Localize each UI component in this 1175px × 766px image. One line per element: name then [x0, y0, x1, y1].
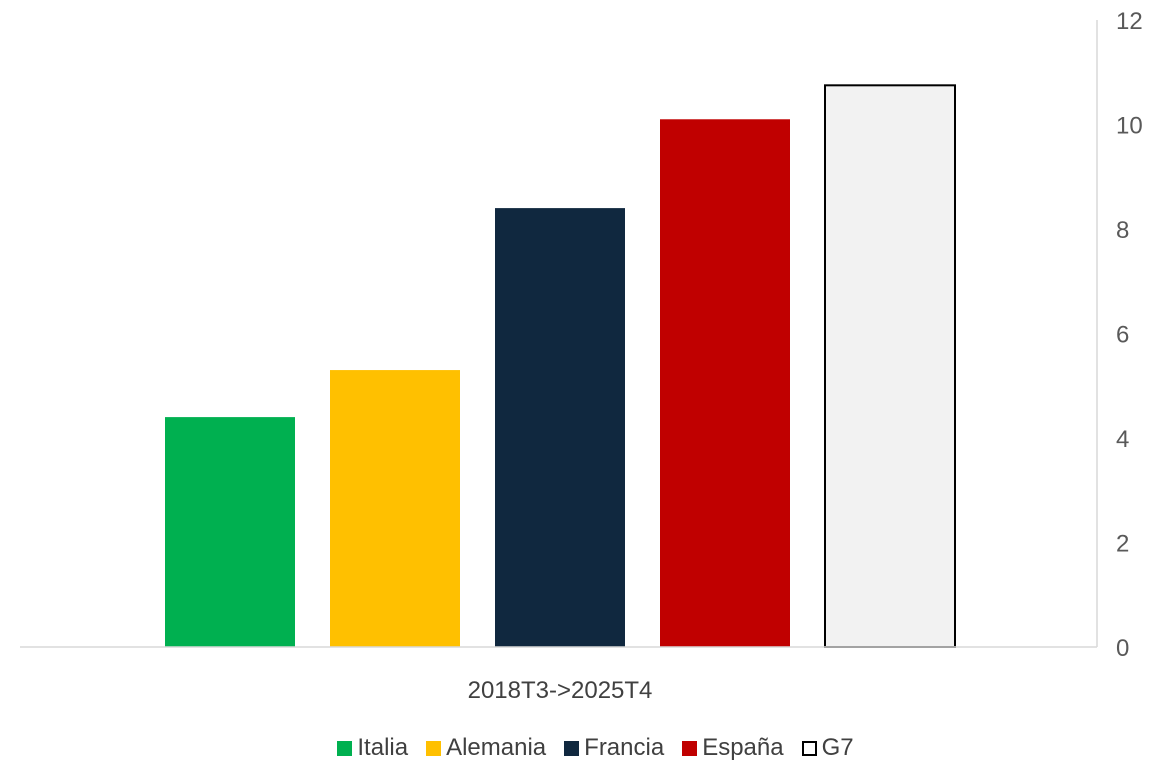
- bars-layer: [165, 84, 956, 648]
- legend-label: Francia: [584, 734, 665, 761]
- x-category-label: 2018T3->2025T4: [468, 677, 653, 704]
- legend-item-espa-a: España: [682, 734, 784, 762]
- bar-alemania: [330, 370, 460, 647]
- legend-item-g7: G7: [801, 734, 854, 762]
- y-axis-ticks: 0 2 4 6 8 10 12: [1116, 8, 1143, 662]
- bar-francia: [495, 208, 625, 647]
- y-tick-label-0: 0: [1116, 635, 1129, 662]
- legend-swatch: [337, 740, 353, 756]
- legend-label: España: [702, 734, 784, 761]
- bar-g7: [824, 84, 956, 648]
- legend-label: G7: [821, 734, 854, 761]
- y-tick-label-12: 12: [1116, 8, 1143, 35]
- y-tick-label-8: 8: [1116, 217, 1129, 244]
- legend-swatch: [426, 740, 442, 756]
- legend: Italia Alemania Francia España G7: [8, 730, 1175, 766]
- legend-item-italia: Italia: [337, 734, 408, 762]
- legend-item-francia: Francia: [564, 734, 664, 762]
- legend-swatch: [801, 740, 817, 756]
- legend-label: Alemania: [446, 734, 547, 761]
- y-tick-label-10: 10: [1116, 113, 1143, 140]
- legend-item-alemania: Alemania: [426, 734, 546, 762]
- legend-swatch: [564, 740, 580, 756]
- legend-label: Italia: [357, 734, 409, 761]
- y-tick-label-2: 2: [1116, 531, 1129, 558]
- bar-espa-a: [660, 119, 790, 647]
- bar-italia: [165, 417, 295, 647]
- y-tick-label-6: 6: [1116, 322, 1129, 349]
- legend-swatch: [682, 740, 698, 756]
- y-tick-label-4: 4: [1116, 426, 1129, 453]
